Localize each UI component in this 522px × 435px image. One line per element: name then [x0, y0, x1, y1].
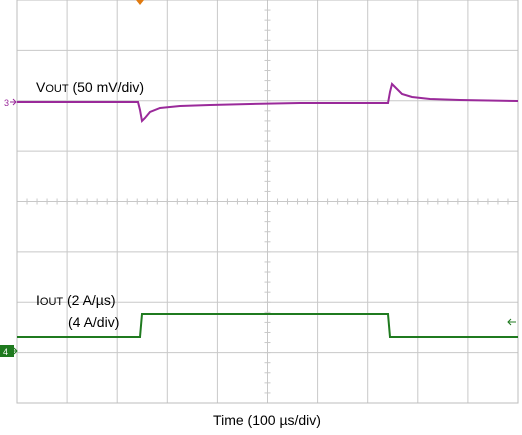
ch4-box — [0, 345, 14, 357]
vout-main: V — [36, 79, 46, 95]
vout-sub: OUT — [45, 83, 69, 95]
iout-label: IOUT (2 A/µs) — [36, 292, 116, 308]
trigger-marker — [136, 0, 144, 5]
iout-sub: OUT — [40, 296, 64, 308]
iout-main: I — [36, 292, 40, 308]
ref-arrow — [507, 318, 516, 326]
grid — [16, 0, 519, 404]
ch4-arrow — [12, 347, 18, 355]
x-axis-label: Time (100 µs/div) — [213, 412, 321, 428]
iout-rest: (2 A/µs) — [63, 292, 115, 308]
ch3-marker: 3 — [4, 98, 9, 108]
iout-scale: (4 A/div) — [68, 314, 119, 330]
plot-frame — [16, 0, 519, 404]
vout-label: VOUT (50 mV/div) — [36, 79, 144, 95]
vout-trace — [17, 82, 519, 124]
ch4-marker: 4 — [3, 347, 8, 357]
vout-rest: (50 mV/div) — [69, 79, 144, 95]
ch3-arrow — [10, 98, 17, 106]
iout-trace — [17, 313, 518, 338]
